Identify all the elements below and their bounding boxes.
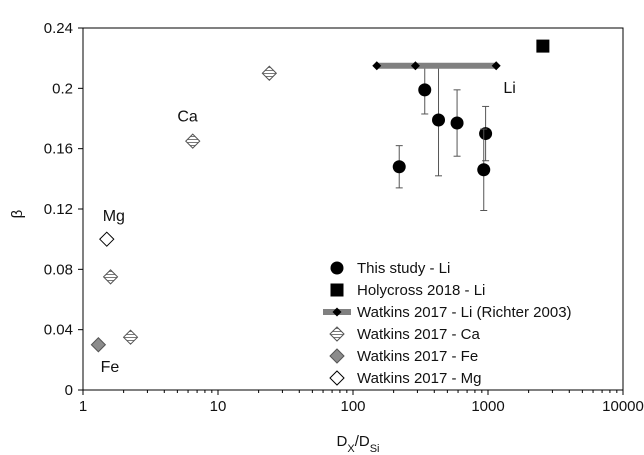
- diamond-marker: [332, 307, 342, 317]
- circle-marker: [477, 163, 491, 177]
- plot-area: [82, 27, 624, 391]
- legend-marker: [332, 307, 342, 317]
- x-axis-title: DX/DSi: [337, 433, 380, 455]
- square-marker: [536, 39, 550, 53]
- legend-marker: [330, 283, 344, 297]
- annotation-label: Mg: [103, 208, 125, 225]
- data-point: [122, 329, 139, 345]
- data-point: [418, 83, 432, 97]
- legend-marker: [329, 326, 345, 342]
- data-point: [372, 61, 382, 71]
- data-point: [410, 61, 420, 71]
- square-marker: [330, 283, 344, 297]
- data-point: [479, 127, 493, 141]
- y-tick-label: 0.08: [44, 261, 73, 278]
- legend-item: Watkins 2017 - Fe: [329, 348, 478, 365]
- x-tick-label: 1: [79, 398, 87, 415]
- data-marks: [90, 39, 550, 353]
- data-point: [102, 269, 119, 285]
- data-point: [432, 113, 446, 127]
- legend-marker: [329, 348, 345, 364]
- data-point: [261, 65, 278, 81]
- circle-marker: [479, 127, 493, 141]
- series-5: [99, 231, 115, 247]
- annotations: Li Ca Mg Fe: [101, 80, 516, 376]
- striped-diamond-marker: [185, 133, 201, 149]
- legend-label: Holycross 2018 - Li: [357, 282, 485, 299]
- legend-item: Watkins 2017 - Ca: [329, 326, 480, 343]
- legend-label: Watkins 2017 - Ca: [357, 326, 480, 343]
- annotation-label: Ca: [177, 109, 198, 126]
- x-tick-label: 100: [340, 398, 365, 415]
- x-tick-label: 10: [210, 398, 227, 415]
- legend-label: Watkins 2017 - Mg: [357, 370, 482, 387]
- annotation-label: Li: [503, 80, 515, 97]
- y-tick-label: 0.2: [52, 80, 73, 97]
- y-tick-label: 0.04: [44, 322, 73, 339]
- legend-marker: [330, 261, 344, 275]
- legend-item: Watkins 2017 - Li (Richter 2003): [323, 304, 572, 321]
- y-axis-title: β: [9, 209, 26, 218]
- y-tick-label: 0.16: [44, 141, 73, 158]
- data-point: [477, 163, 491, 177]
- data-point: [185, 133, 201, 149]
- plot-border: [82, 27, 624, 391]
- data-point: [90, 337, 107, 353]
- series-4: [90, 337, 107, 353]
- legend-label: Watkins 2017 - Fe: [357, 348, 478, 365]
- legend-label: Watkins 2017 - Li (Richter 2003): [357, 304, 572, 321]
- diamond-marker: [372, 61, 382, 71]
- annotation-label: Fe: [101, 359, 120, 376]
- striped-diamond-marker: [329, 326, 345, 342]
- data-point: [536, 39, 550, 53]
- x-tick-label: 1000: [471, 398, 504, 415]
- series-3: [102, 65, 278, 345]
- striped-diamond-marker: [102, 269, 119, 285]
- gray-diamond-marker: [329, 348, 345, 364]
- gray-diamond-marker: [90, 337, 107, 353]
- x-tick-label: 10000: [602, 398, 644, 415]
- y-tick-label: 0.24: [44, 20, 73, 37]
- series-0: [392, 63, 493, 212]
- legend-item: Holycross 2018 - Li: [330, 282, 485, 299]
- circle-marker: [450, 116, 464, 130]
- axis-ticks: 1 10 100 1000 10000 0 0.04 0.08 0.12 0.16 0.2 0.24: [44, 20, 644, 415]
- series-1: [536, 39, 550, 53]
- open-diamond-marker: [329, 370, 345, 386]
- series-2: [372, 61, 501, 71]
- legend-item: This study - Li: [330, 260, 450, 277]
- data-point: [450, 116, 464, 130]
- circle-marker: [392, 160, 406, 174]
- legend: This study - Li Holycross 2018 - Li Watkin…: [323, 260, 572, 387]
- diamond-marker: [410, 61, 420, 71]
- data-point: [99, 231, 115, 247]
- striped-diamond-marker: [122, 329, 139, 345]
- y-tick-label: 0.12: [44, 201, 73, 218]
- diamond-marker: [491, 61, 501, 71]
- circle-marker: [418, 83, 432, 97]
- data-point: [392, 160, 406, 174]
- open-diamond-marker: [99, 231, 115, 247]
- legend-label: This study - Li: [357, 260, 450, 277]
- y-tick-label: 0: [65, 382, 73, 399]
- legend-item: Watkins 2017 - Mg: [329, 370, 482, 387]
- legend-marker: [329, 370, 345, 386]
- circle-marker: [330, 261, 344, 275]
- striped-diamond-marker: [261, 65, 278, 81]
- data-point: [491, 61, 501, 71]
- circle-marker: [432, 113, 446, 127]
